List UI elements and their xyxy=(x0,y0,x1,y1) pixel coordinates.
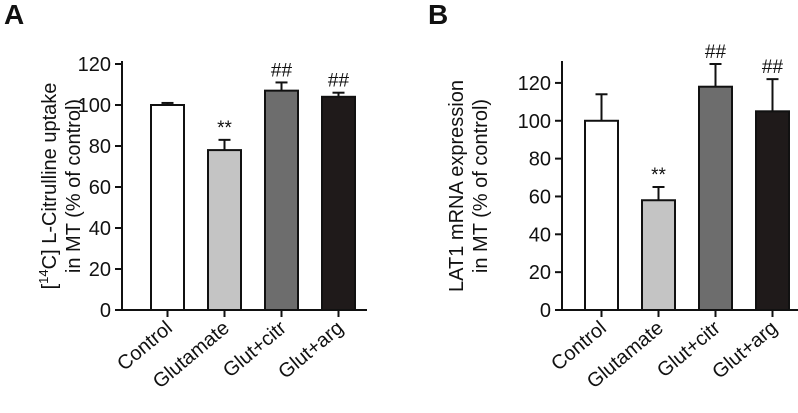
panel-b: B LAT1 mRNA expression in MT (% of contr… xyxy=(428,0,798,393)
y-tick-label: 0 xyxy=(540,300,551,322)
bar-glut-citr xyxy=(264,89,299,312)
bar-glutamate xyxy=(207,149,242,311)
y-tick-label: 100 xyxy=(78,95,111,117)
y-tick-label: 120 xyxy=(518,73,551,95)
y-tick-label: 0 xyxy=(100,300,111,322)
y-axis-label-line1: [14C] L-Citrulline uptake xyxy=(36,83,61,290)
y-tick-label: 20 xyxy=(529,262,551,284)
significance-marker: ** xyxy=(651,165,666,186)
y-tick-label: 20 xyxy=(89,259,111,281)
y-tick-label: 60 xyxy=(89,177,111,199)
significance-marker: ## xyxy=(705,42,727,63)
bar-glut-arg xyxy=(755,110,790,311)
panel-a: A [14C] L-Citrulline uptake in MT (% of … xyxy=(4,0,367,393)
significance-marker: ## xyxy=(762,57,784,78)
bar-glutamate xyxy=(641,199,676,311)
panel-label: B xyxy=(428,0,448,30)
x-tick-label: Glut+arg xyxy=(708,317,781,384)
x-tick-label: Glut+arg xyxy=(274,317,347,384)
panel-label: A xyxy=(4,0,24,30)
plot-area: 020406080100120ControlGlutamate**Glut+ci… xyxy=(78,54,367,393)
y-tick-label: 100 xyxy=(518,111,551,133)
significance-marker: ## xyxy=(271,60,293,81)
y-tick-label: 60 xyxy=(529,186,551,208)
y-tick-label: 40 xyxy=(529,224,551,246)
y-axis-label-superscript: 14 xyxy=(36,269,51,283)
bar-glut-citr xyxy=(698,85,733,312)
y-axis-label-line2: in MT (% of control) xyxy=(470,99,492,273)
y-tick-label: 120 xyxy=(78,54,111,76)
y-axis-label-line1: LAT1 mRNA expression xyxy=(446,80,468,292)
y-tick-label: 40 xyxy=(89,218,111,240)
y-axis-label-prefix: [ xyxy=(39,283,61,289)
y-axis-label-main: C] L-Citrulline uptake xyxy=(39,83,61,270)
significance-marker: ## xyxy=(328,71,350,92)
y-axis-label-line2: in MT (% of control) xyxy=(63,99,85,273)
plot-area: 020406080100120ControlGlutamate**Glut+ci… xyxy=(518,42,798,393)
significance-marker: ** xyxy=(217,118,232,139)
bar-control xyxy=(584,119,619,312)
bar-glut-arg xyxy=(321,95,356,311)
y-tick-label: 80 xyxy=(89,136,111,158)
bar-control xyxy=(150,104,185,311)
y-tick-label: 80 xyxy=(529,149,551,171)
